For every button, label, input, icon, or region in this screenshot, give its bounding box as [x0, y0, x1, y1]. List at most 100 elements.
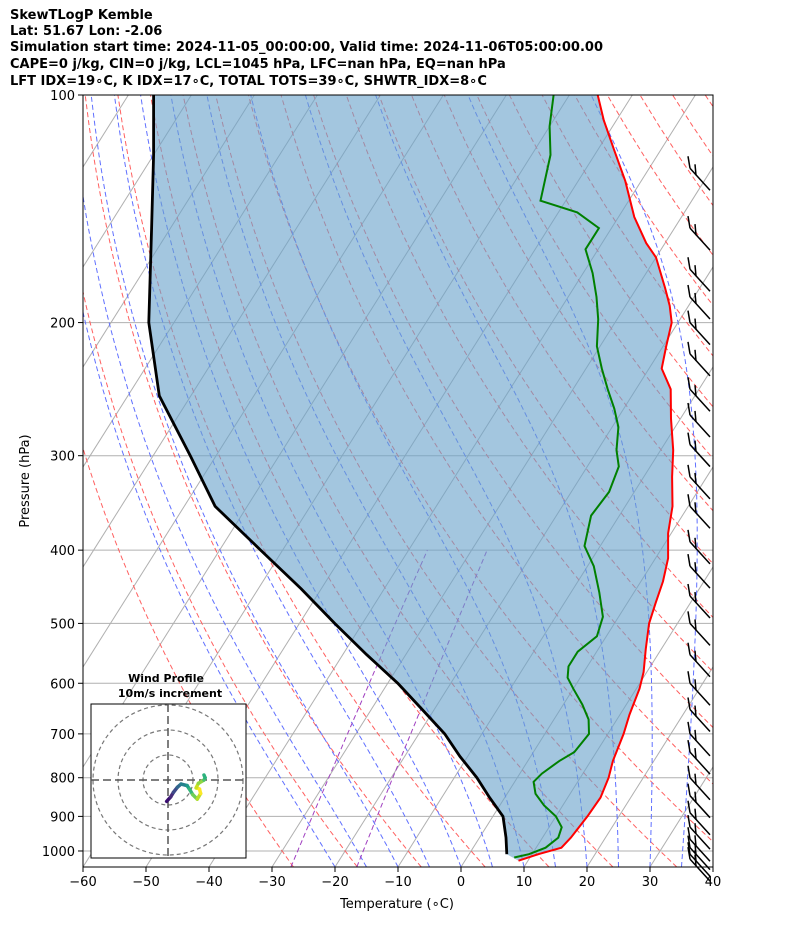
barb-flag	[694, 835, 697, 847]
wind-barb	[687, 583, 711, 619]
barb-flag	[694, 855, 697, 867]
moist-adiabat	[83, 309, 336, 867]
barb-flag	[694, 619, 697, 631]
temperature-line	[518, 95, 675, 862]
y-tick-label: 800	[50, 772, 75, 787]
barb-flag	[694, 773, 697, 785]
wind-barb	[687, 642, 711, 678]
hodograph-title: Wind Profile	[128, 672, 204, 685]
barb-shaft	[689, 858, 711, 882]
wind-barb	[687, 284, 711, 320]
dry-adiabat	[771, 95, 794, 867]
wind-barb	[687, 156, 711, 191]
barb-flag	[687, 739, 691, 753]
barb-flag	[694, 679, 697, 691]
barb-shaft	[689, 709, 711, 733]
wind-barb	[687, 721, 711, 757]
barb-flag	[687, 464, 691, 478]
wind-barb	[687, 611, 711, 646]
barb-flag	[694, 791, 697, 803]
y-tick-label: 600	[50, 677, 75, 692]
barb-flag	[694, 502, 697, 514]
dewpoint-line	[513, 95, 620, 859]
barb-flag	[694, 748, 697, 760]
moist-adiabat	[113, 95, 430, 867]
barb-shaft	[689, 444, 711, 468]
barb-flag	[687, 846, 691, 860]
barb-flag	[687, 377, 691, 390]
y-tick-label: 400	[50, 544, 75, 559]
parcel-shading	[148, 95, 674, 861]
barb-shaft	[689, 682, 711, 706]
barb-shaft	[689, 847, 711, 871]
barb-flag	[694, 472, 697, 484]
barb-flag	[687, 402, 691, 416]
wind-barb	[687, 529, 711, 565]
barb-flag	[694, 292, 697, 305]
barb-shaft	[689, 751, 711, 775]
barb-flag	[687, 284, 691, 298]
barb-flag	[694, 650, 697, 662]
dry-adiabat	[672, 95, 713, 157]
barb-flag	[694, 591, 697, 604]
stability-line: CAPE=0 j/kg, CIN=0 j/kg, LCL=1045 hPa, L…	[10, 57, 506, 72]
barb-shaft	[689, 795, 711, 819]
barb-flag	[694, 349, 697, 361]
barb-flag	[687, 800, 691, 813]
y-tick-label: 300	[50, 450, 75, 465]
time-line: Simulation start time: 2024-11-05_00:00:…	[10, 40, 603, 55]
barb-flag	[694, 808, 697, 820]
barb-shaft	[689, 541, 711, 565]
wind-barb	[687, 215, 711, 251]
moist-adiabat	[712, 862, 713, 867]
x-tick-label: −20	[321, 875, 348, 890]
barb-shaft	[689, 296, 711, 320]
barb-flag	[687, 671, 691, 684]
barb-shaft	[689, 733, 711, 757]
moist-adiabat	[90, 95, 399, 867]
wind-barb	[687, 671, 711, 706]
x-tick-label: −40	[195, 875, 222, 890]
wind-barb	[687, 554, 711, 589]
x-tick-label: −10	[384, 875, 411, 890]
wind-barb	[687, 842, 711, 877]
location-line: Lat: 51.67 Lon: -2.06	[10, 24, 163, 39]
barb-flag	[694, 823, 697, 835]
barb-flag	[687, 611, 691, 624]
dry-adiabat	[313, 95, 713, 729]
barb-flag	[687, 432, 691, 445]
barb-flag	[694, 410, 697, 423]
wind-barb	[687, 432, 711, 468]
isotherm	[0, 95, 2, 867]
chart-title: SkewTLogP Kemble	[10, 8, 153, 23]
hodograph-inset: Wind Profile 10m/s increment	[90, 672, 247, 859]
dry-adiabat	[83, 446, 294, 867]
y-tick-label: 700	[50, 728, 75, 743]
wind-barb	[687, 739, 711, 775]
barb-shaft	[689, 353, 711, 377]
barb-flag	[687, 697, 691, 710]
barb-shaft	[689, 227, 711, 251]
wind-barb	[687, 846, 711, 882]
barb-flag	[694, 385, 697, 397]
barb-flag	[694, 164, 697, 176]
barb-shaft	[689, 476, 711, 500]
barb-flag	[687, 815, 691, 828]
barb-flag	[687, 583, 691, 597]
barb-shaft	[689, 826, 711, 850]
y-tick-label: 900	[50, 810, 75, 825]
barb-shaft	[689, 167, 711, 191]
wind-barb	[687, 827, 711, 862]
barb-flag	[687, 835, 691, 848]
barb-flag	[694, 537, 697, 549]
barb-flag	[687, 554, 691, 567]
barb-shaft	[689, 268, 711, 292]
barb-flag	[687, 310, 691, 323]
wind-barb	[687, 783, 711, 819]
barb-shaft	[689, 777, 711, 801]
hodograph-segment	[202, 773, 207, 780]
x-tick-label: 0	[457, 875, 465, 890]
x-tick-label: −60	[69, 875, 96, 890]
barb-flag	[687, 642, 691, 655]
dry-adiabat	[704, 95, 713, 108]
